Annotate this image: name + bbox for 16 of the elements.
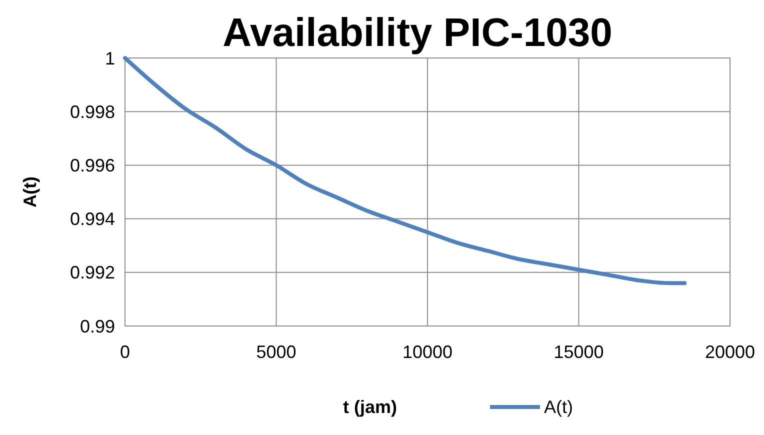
line-series	[123, 56, 687, 286]
y-tick-label: 0.998	[70, 102, 115, 122]
x-tick-label: 15000	[554, 342, 604, 362]
y-axis-title: A(t)	[20, 176, 40, 208]
y-tick-label: 1	[104, 48, 115, 68]
x-tick-label: 20000	[704, 342, 756, 362]
x-tick-label: 10000	[402, 342, 453, 362]
chart-title: Availability PIC-1030	[222, 11, 612, 55]
y-tick-label: 0.994	[70, 209, 115, 230]
y-tick-label: 0.996	[70, 156, 115, 176]
x-tick-label: 0	[120, 342, 130, 362]
y-tick-label: 0.992	[70, 262, 115, 283]
legend-label: A(t)	[544, 397, 573, 417]
y-tick-label: 0.99	[80, 316, 115, 336]
x-axis-title: t (jam)	[343, 397, 398, 417]
x-tick-label: 5000	[256, 342, 296, 362]
